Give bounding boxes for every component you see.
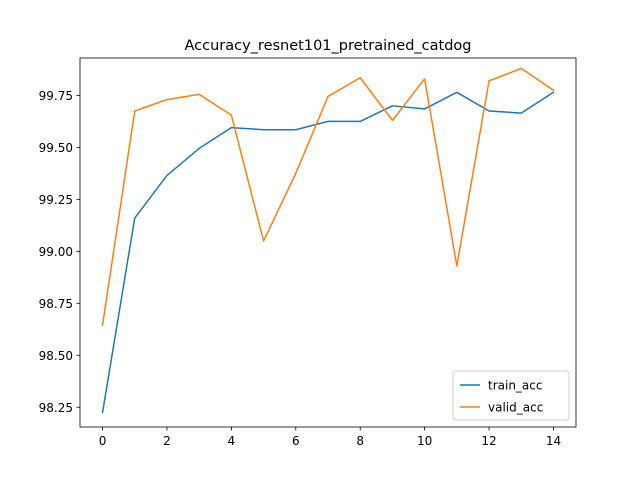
x-tick-label: 6 xyxy=(292,434,300,448)
x-tick-label: 2 xyxy=(163,434,171,448)
y-tick-label: 98.50 xyxy=(39,349,73,363)
x-tick-label: 0 xyxy=(99,434,107,448)
legend-label-valid-acc: valid_acc xyxy=(488,401,543,415)
y-tick-label: 98.75 xyxy=(39,297,73,311)
x-tick-label: 14 xyxy=(546,434,561,448)
x-tick-label: 8 xyxy=(356,434,364,448)
y-tick-label: 98.25 xyxy=(39,401,73,415)
series-line-train-acc xyxy=(101,91,555,414)
y-tick-label: 99.50 xyxy=(39,141,73,155)
plot-area: 0 2 4 6 8 10 12 14 98.25 98.50 98.75 99.00 99.25 99.5… xyxy=(39,67,561,448)
x-tick-label: 4 xyxy=(228,434,236,448)
x-tick-label: 12 xyxy=(481,434,496,448)
legend-label-train-acc: train_acc xyxy=(488,379,542,393)
axes-frame xyxy=(79,57,577,428)
y-tick-label: 99.75 xyxy=(39,89,73,103)
y-tick-label: 99.00 xyxy=(39,245,73,259)
x-tick-label: 10 xyxy=(417,434,432,448)
y-tick-label: 99.25 xyxy=(39,193,73,207)
legend: train_acc valid_acc xyxy=(452,370,570,421)
chart-title: Accuracy_resnet101_pretrained_catdog xyxy=(184,38,471,54)
legend-box xyxy=(452,370,570,421)
series-line-valid-acc xyxy=(101,67,555,326)
